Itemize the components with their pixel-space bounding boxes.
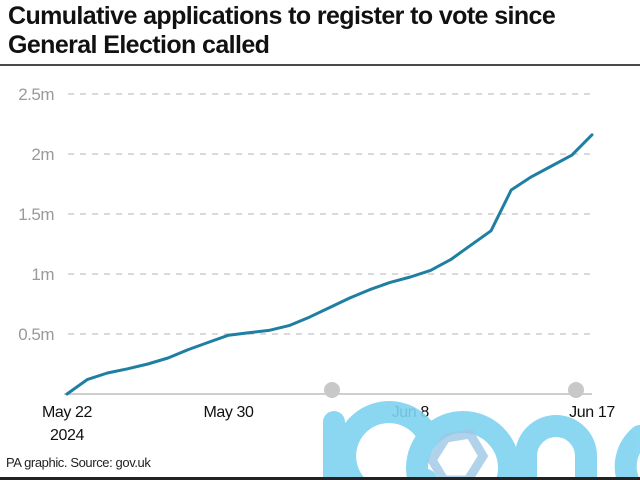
y-tick-label: 2.5m [18,85,54,104]
y-tick-label: 0.5m [18,325,54,344]
axis-marker-dot [568,382,584,398]
data-points [66,134,593,395]
watermark-logo [323,401,640,480]
axis-dots [324,382,584,398]
chart-title: Cumulative applications to register to v… [8,2,556,59]
y-tick-label: 1m [31,265,54,284]
y-axis-ticks: 0.5m 1m 1.5m 2m 2.5m [18,85,55,344]
title-divider [0,64,640,66]
y-tick-label: 2m [31,145,54,164]
watermark-letter-o [406,411,520,480]
series-line-applications [65,133,594,396]
x-tick-label: May 30 [203,404,254,421]
bottom-divider [0,477,640,480]
watermark-letter-c [334,401,437,480]
source-footer: PA graphic. Source: gov.uk [6,455,151,470]
x-tick-label: May 22 [42,404,93,421]
watermark-letter-c2 [614,425,640,480]
watermark-letter-n [515,415,597,480]
axis-marker-dot [324,382,340,398]
gridlines [68,93,590,335]
x-tick-label: Jun 17 [569,404,615,421]
y-tick-label: 1.5m [18,205,54,224]
x-tick-sublabel: 2024 [50,427,84,444]
watermark-hexagon-icon [426,429,489,480]
